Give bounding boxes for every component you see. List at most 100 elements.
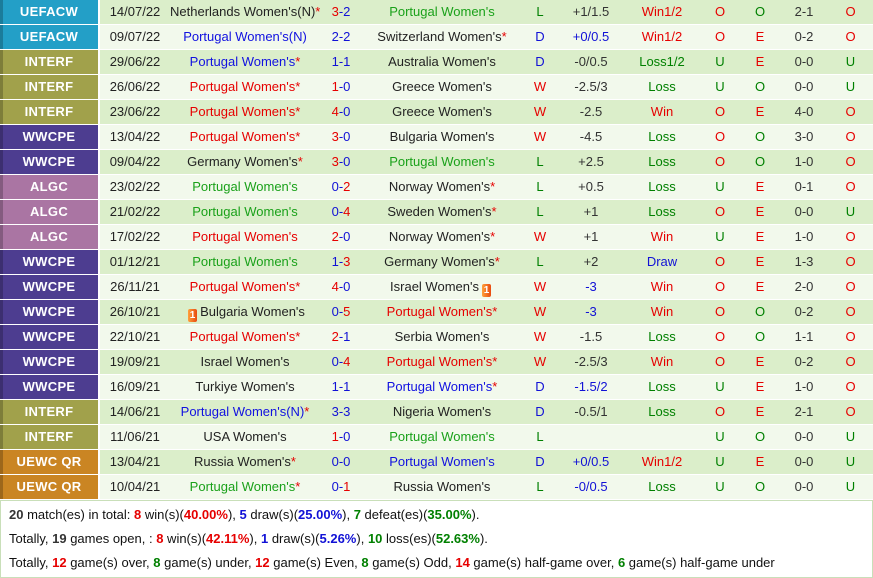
result-letter: L (522, 425, 558, 450)
home-goals: 0 (331, 354, 339, 369)
full-time-score: 0-2 (320, 175, 362, 200)
half-time-score: 0-2 (780, 350, 828, 375)
away-team-name[interactable]: Serbia Women's (394, 329, 490, 344)
away-team-name[interactable]: Greece Women's (392, 104, 492, 119)
home-team-name[interactable]: Portugal Women's (192, 254, 298, 269)
away-team-name[interactable]: Russia Women's (393, 479, 491, 494)
home-team-name[interactable]: Portugal Women's (189, 329, 296, 344)
match-date: 21/02/22 (100, 200, 170, 225)
half-time-score: 1-1 (780, 325, 828, 350)
away-team-name[interactable]: Switzerland Women's (377, 29, 502, 44)
odd-even: E (740, 400, 780, 425)
match-date: 14/06/21 (100, 400, 170, 425)
match-row: UEWC QR 13/04/21 Russia Women's* 0-0 Portuga… (0, 450, 873, 475)
over-under: U (700, 225, 740, 250)
home-team-star: * (295, 54, 301, 69)
match-date: 23/06/22 (100, 100, 170, 125)
away-team-name[interactable]: Germany Women's (384, 254, 495, 269)
result-letter: D (522, 50, 558, 75)
summary-segment: 8 (156, 531, 164, 546)
home-goals: 4 (331, 104, 339, 119)
away-goals: 3 (343, 404, 351, 419)
home-goals: 0 (331, 479, 339, 494)
home-team-name[interactable]: Bulgaria Women's (200, 304, 305, 319)
away-team-cell: Australia Women's (362, 50, 522, 75)
home-team-name[interactable]: Portugal Women's(N) (183, 29, 307, 44)
half-time-score: 0-0 (780, 450, 828, 475)
over-under: O (700, 25, 740, 50)
home-team-name[interactable]: Portugal Women's (192, 204, 298, 219)
home-goals: 0 (331, 304, 339, 319)
match-row: WWCPE 01/12/21 Portugal Women's 1-3 Germany … (0, 250, 873, 275)
away-team-name[interactable]: Portugal Women's (389, 429, 495, 444)
away-goals: 2 (343, 29, 351, 44)
away-team-name[interactable]: Greece Women's (392, 79, 492, 94)
away-team-name[interactable]: Portugal Women's (389, 454, 495, 469)
match-date: 26/10/21 (100, 300, 170, 325)
away-team-cell: Bulgaria Women's (362, 125, 522, 150)
away-team-name[interactable]: Norway Women's (388, 179, 491, 194)
full-time-score: 2-2 (320, 25, 362, 50)
away-team-name[interactable]: Norway Women's (388, 229, 491, 244)
half-time-score: 0-0 (780, 425, 828, 450)
handicap-line: +1/1.5 (558, 0, 624, 25)
half-time-score: 0-0 (780, 200, 828, 225)
away-team-cell: Portugal Women's* (362, 350, 522, 375)
home-goals: 1 (331, 79, 339, 94)
home-team-name[interactable]: Portugal Women's (189, 79, 296, 94)
home-team-name[interactable]: Russia Women's (194, 454, 291, 469)
away-team-cell: Switzerland Women's* (362, 25, 522, 50)
away-team-name[interactable]: Portugal Women's (389, 4, 495, 19)
home-team-cell: Turkiye Women's (170, 375, 320, 400)
odd-even: E (740, 375, 780, 400)
home-team-name[interactable]: Netherlands Women's(N) (170, 4, 316, 19)
result-letter: L (522, 0, 558, 25)
away-team-name[interactable]: Nigeria Women's (392, 404, 492, 419)
home-team-name[interactable]: Portugal Women's (192, 179, 298, 194)
home-team-name[interactable]: Portugal Women's (189, 129, 296, 144)
home-team-name[interactable]: Israel Women's (200, 354, 290, 369)
home-team-name[interactable]: Portugal Women's (189, 54, 296, 69)
handicap-result: Win (624, 225, 700, 250)
away-team-name[interactable]: Portugal Women's (386, 304, 493, 319)
home-team-name[interactable]: Germany Women's (187, 154, 298, 169)
summary-segment: 5 (239, 507, 247, 522)
away-team-name[interactable]: Portugal Women's (389, 154, 495, 169)
away-team-name[interactable]: Portugal Women's (386, 354, 493, 369)
away-team-name[interactable]: Sweden Women's (387, 204, 492, 219)
summary-line-overall: 20 match(es) in total: 8 win(s)(40.00%),… (9, 503, 864, 527)
result-letter: W (522, 100, 558, 125)
home-team-name[interactable]: Portugal Women's (189, 104, 296, 119)
half-time-score: 0-0 (780, 475, 828, 500)
half-time-score: 0-0 (780, 75, 828, 100)
summary-segment: game(s) Even, (269, 555, 362, 570)
away-team-name[interactable]: Israel Women's (390, 279, 479, 294)
home-team-name[interactable]: Portugal Women's (189, 479, 296, 494)
handicap-line: -0/0.5 (558, 50, 624, 75)
summary-segment: ), (356, 531, 368, 546)
full-time-score: 0-1 (320, 475, 362, 500)
away-team-star: * (492, 379, 498, 394)
home-team-star: * (295, 79, 301, 94)
home-team-name[interactable]: Portugal Women's (192, 229, 298, 244)
competition-badge: WWCPE (0, 325, 100, 350)
match-row: INTERF 26/06/22 Portugal Women's* 1-0 Greece… (0, 75, 873, 100)
match-row: INTERF 11/06/21 USA Women's 1-0 Portugal Wom… (0, 425, 873, 450)
home-team-name[interactable]: Turkiye Women's (195, 379, 295, 394)
half-time-over-under: U (828, 450, 873, 475)
over-under: O (700, 200, 740, 225)
away-team-name[interactable]: Portugal Women's (386, 379, 493, 394)
match-row: ALGC 17/02/22 Portugal Women's 2-0 Norway Wo… (0, 225, 873, 250)
home-team-name[interactable]: Portugal Women's(N) (180, 404, 305, 419)
match-row: UEFACW 09/07/22 Portugal Women's(N) 2-2 Swit… (0, 25, 873, 50)
over-under: U (700, 475, 740, 500)
handicap-line (558, 425, 624, 450)
result-letter: L (522, 475, 558, 500)
home-goals: 1 (331, 379, 339, 394)
home-team-name[interactable]: Portugal Women's (189, 279, 296, 294)
away-team-name[interactable]: Bulgaria Women's (389, 129, 495, 144)
home-team-name[interactable]: USA Women's (203, 429, 287, 444)
competition-badge: UEFACW (0, 25, 100, 50)
away-team-name[interactable]: Australia Women's (388, 54, 496, 69)
result-letter: W (522, 275, 558, 300)
